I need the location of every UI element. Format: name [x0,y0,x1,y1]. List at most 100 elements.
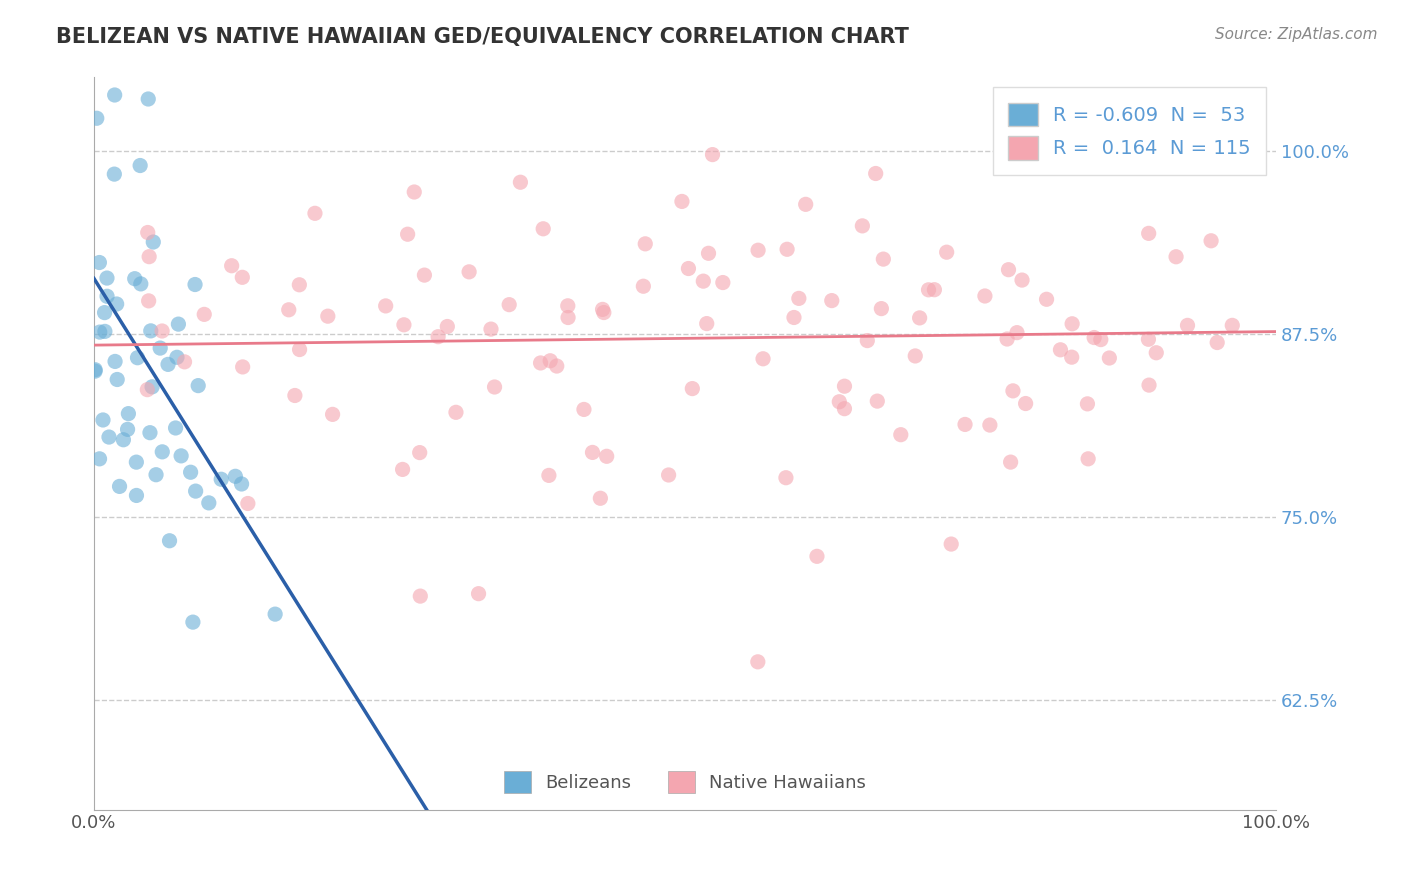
Point [284,388,307,402]
Point [538,353,561,368]
Point [322,408,344,422]
Point [865,167,887,181]
Point [141,380,163,394]
Point [794,197,817,211]
Point [1090,333,1112,347]
Point [288,277,311,292]
Point [1005,128,1028,142]
Point [908,310,931,325]
Point [834,379,856,393]
Point [1177,318,1199,333]
Point [904,349,927,363]
Text: BELIZEAN VS NATIVE HAWAIIAN GED/EQUIVALENCY CORRELATION CHART: BELIZEAN VS NATIVE HAWAIIAN GED/EQUIVALE… [56,27,910,46]
Point [671,194,693,209]
Point [157,357,180,371]
Point [96,289,118,303]
Point [856,334,879,348]
Point [467,587,489,601]
Point [546,359,568,373]
Point [145,467,167,482]
Point [851,219,873,233]
Point [117,422,139,436]
Point [170,449,193,463]
Point [112,433,135,447]
Point [697,246,720,260]
Point [89,255,111,269]
Point [1014,396,1036,410]
Point [96,271,118,285]
Point [288,343,311,357]
Point [427,329,450,343]
Point [1137,227,1160,241]
Point [103,167,125,181]
Point [1098,351,1121,365]
Point [1005,326,1028,340]
Point [458,265,481,279]
Point [413,268,436,282]
Point [498,298,520,312]
Point [1000,455,1022,469]
Point [149,341,172,355]
Point [1206,335,1229,350]
Point [935,245,957,260]
Point [173,355,195,369]
Point [1137,378,1160,392]
Point [1076,397,1098,411]
Point [232,359,254,374]
Point [105,297,128,311]
Point [166,351,188,365]
Point [821,293,844,308]
Point [86,112,108,126]
Point [231,477,253,491]
Point [184,484,207,499]
Point [592,302,614,317]
Point [125,488,148,502]
Point [1077,451,1099,466]
Point [1062,317,1084,331]
Point [787,292,810,306]
Point [236,496,259,510]
Point [316,309,339,323]
Point [1083,330,1105,344]
Point [997,262,1019,277]
Point [678,261,700,276]
Point [221,259,243,273]
Point [142,235,165,249]
Point [752,351,775,366]
Point [953,417,976,432]
Point [1199,234,1222,248]
Point [529,356,551,370]
Point [396,227,419,242]
Point [404,185,426,199]
Point [1220,318,1243,333]
Text: Source: ZipAtlas.com: Source: ZipAtlas.com [1215,27,1378,42]
Point [304,206,326,220]
Point [941,537,963,551]
Point [870,301,893,316]
Point [747,244,769,258]
Point [572,402,595,417]
Point [1049,343,1071,357]
Point [89,325,111,339]
Point [93,305,115,319]
Point [409,445,432,459]
Point [806,549,828,564]
Point [557,310,579,325]
Point [165,421,187,435]
Point [150,324,173,338]
Point [979,418,1001,433]
Point [150,445,173,459]
Point [596,450,619,464]
Point [90,6,112,21]
Point [1060,350,1083,364]
Point [167,317,190,331]
Point [127,351,149,365]
Point [391,462,413,476]
Point [209,472,232,486]
Point [277,302,299,317]
Point [509,175,531,189]
Point [834,401,856,416]
Point [531,221,554,235]
Point [180,465,202,479]
Point [890,427,912,442]
